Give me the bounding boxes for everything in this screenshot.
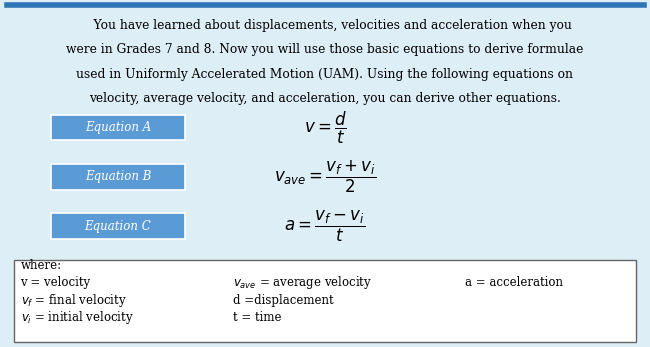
Text: $v_{ave}$ = average velocity: $v_{ave}$ = average velocity [233, 274, 372, 291]
Text: Equation B: Equation B [84, 170, 151, 184]
Text: You have learned about displacements, velocities and acceleration when you: You have learned about displacements, ve… [78, 19, 572, 32]
Text: t = time: t = time [233, 311, 281, 323]
Text: were in Grades 7 and 8. Now you will use those basic equations to derive formula: were in Grades 7 and 8. Now you will use… [66, 43, 584, 56]
Text: velocity, average velocity, and acceleration, you can derive other equations.: velocity, average velocity, and accelera… [89, 92, 561, 105]
Text: $v_i$ = initial velocity: $v_i$ = initial velocity [21, 308, 133, 325]
Text: Equation C: Equation C [84, 220, 151, 233]
Text: $a = \dfrac{v_f - v_i}{t}$: $a = \dfrac{v_f - v_i}{t}$ [285, 209, 365, 244]
Text: $v = \dfrac{d}{t}$: $v = \dfrac{d}{t}$ [304, 110, 346, 146]
Text: $v_{ave} = \dfrac{v_f + v_i}{2}$: $v_{ave} = \dfrac{v_f + v_i}{2}$ [274, 159, 376, 195]
FancyBboxPatch shape [51, 115, 185, 140]
Text: where:: where: [21, 260, 62, 272]
Text: v = velocity: v = velocity [21, 277, 90, 289]
Text: used in Uniformly Accelerated Motion (UAM). Using the following equations on: used in Uniformly Accelerated Motion (UA… [77, 68, 573, 81]
Text: $v_f$ = final velocity: $v_f$ = final velocity [21, 291, 126, 308]
FancyBboxPatch shape [51, 213, 185, 239]
Text: Equation A: Equation A [85, 121, 151, 134]
FancyBboxPatch shape [14, 260, 636, 342]
FancyBboxPatch shape [51, 164, 185, 190]
Text: d =displacement: d =displacement [233, 294, 333, 306]
Text: a = acceleration: a = acceleration [465, 277, 563, 289]
